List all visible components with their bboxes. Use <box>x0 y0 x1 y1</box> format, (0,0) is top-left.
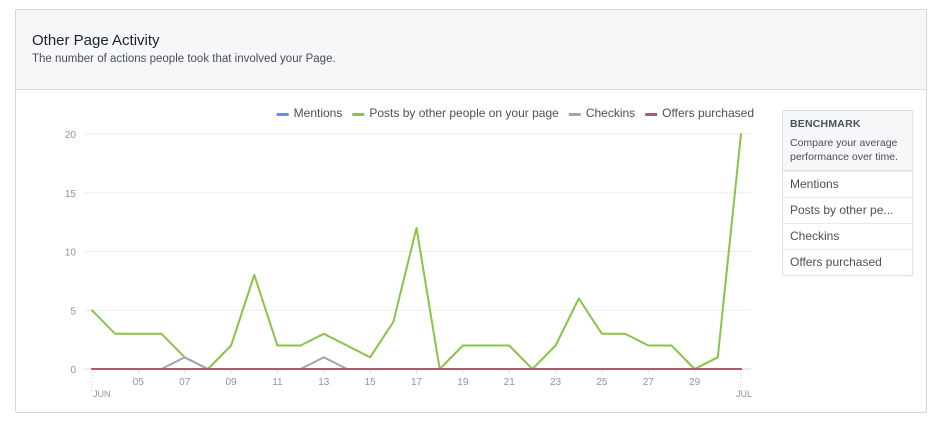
legend-item-0[interactable]: Mentions <box>276 106 343 120</box>
x-tick-label: 15 <box>365 377 377 388</box>
y-tick-label: 20 <box>65 130 77 141</box>
x-tick-label: 25 <box>596 377 608 388</box>
month-label: JUN <box>93 389 111 399</box>
x-tick-label: 21 <box>504 377 516 388</box>
x-tick-label: 19 <box>457 377 469 388</box>
y-tick-label: 0 <box>70 365 76 376</box>
x-tick-label: 29 <box>689 377 701 388</box>
x-tick-label: 05 <box>133 377 145 388</box>
x-tick-label: 27 <box>643 377 655 388</box>
benchmark-panel: BENCHMARK Compare your average performan… <box>782 110 913 276</box>
card-subtitle: The number of actions people took that i… <box>32 53 336 65</box>
legend-swatch <box>276 113 289 116</box>
benchmark-header: BENCHMARK Compare your average performan… <box>783 111 912 171</box>
benchmark-description: Compare your average performance over ti… <box>790 137 898 163</box>
card-header: Other Page Activity The number of action… <box>16 10 926 90</box>
x-tick-label: 11 <box>272 377 283 388</box>
legend-swatch <box>352 113 365 116</box>
chart-legend: Mentions Posts by other people on your pa… <box>276 106 754 120</box>
y-tick-label: 15 <box>65 189 77 200</box>
legend-label: Mentions <box>294 106 343 120</box>
legend-item-2[interactable]: Checkins <box>568 106 635 120</box>
y-tick-label: 10 <box>65 248 77 259</box>
legend-swatch <box>568 113 581 116</box>
legend-label: Checkins <box>586 106 635 120</box>
legend-item-1[interactable]: Posts by other people on your page <box>352 106 559 120</box>
benchmark-item-mentions[interactable]: Mentions <box>783 171 912 197</box>
legend-label: Posts by other people on your page <box>369 106 559 120</box>
x-tick-label: 17 <box>411 377 423 388</box>
card-title: Other Page Activity <box>32 32 160 49</box>
x-tick-label: 09 <box>226 377 238 388</box>
benchmark-item-checkins[interactable]: Checkins <box>783 223 912 249</box>
series-line-2 <box>91 356 742 370</box>
x-tick-label: 07 <box>179 377 191 388</box>
x-tick-label: 23 <box>550 377 562 388</box>
other-page-activity-card: Other Page Activity The number of action… <box>15 9 927 413</box>
y-tick-label: 5 <box>70 306 76 317</box>
legend-label: Offers purchased <box>662 106 754 120</box>
month-label: JUL <box>736 389 752 399</box>
benchmark-item-offers-purchased[interactable]: Offers purchased <box>783 249 912 275</box>
benchmark-item-posts-by-others[interactable]: Posts by other pe... <box>783 197 912 223</box>
x-tick-label: 13 <box>318 377 330 388</box>
legend-swatch <box>645 113 658 116</box>
benchmark-title: BENCHMARK <box>790 118 861 130</box>
legend-item-3[interactable]: Offers purchased <box>645 106 754 120</box>
